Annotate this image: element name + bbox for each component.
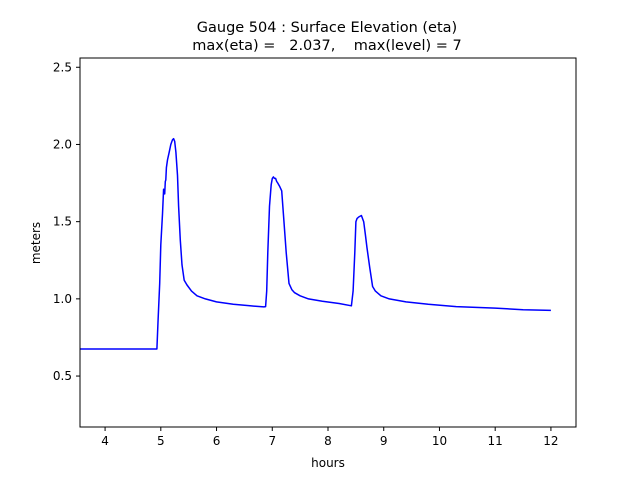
x-axis-label: hours: [311, 456, 345, 470]
x-tick-label: 5: [157, 434, 165, 448]
chart-title-line1: Gauge 504 : Surface Elevation (eta): [197, 20, 457, 36]
x-tick-label: 6: [213, 434, 221, 448]
y-tick-label: 2.5: [53, 60, 72, 74]
plot-area: [80, 137, 551, 350]
x-tick-label: 7: [268, 434, 276, 448]
y-tick-label: 1.5: [53, 215, 72, 229]
x-tick-label: 9: [380, 434, 388, 448]
axis-ticks: 4 5 6 7 8 9 10 11 12 0.5 1.0 1.5 2.0 2.5: [53, 60, 559, 448]
x-tick-label: 4: [101, 434, 109, 448]
x-tick-label: 8: [324, 434, 332, 448]
series-line-eta: [80, 137, 551, 350]
plot-frame: [79, 57, 577, 428]
y-axis-label: meters: [29, 222, 43, 264]
x-tick-label: 11: [488, 434, 503, 448]
y-tick-label: 0.5: [53, 369, 72, 383]
x-tick-label: 12: [543, 434, 558, 448]
chart-title-line2: max(eta) = 2.037, max(level) = 7: [192, 38, 462, 54]
y-tick-label: 1.0: [53, 292, 72, 306]
y-tick-label: 2.0: [53, 137, 72, 151]
x-tick-label: 10: [432, 434, 447, 448]
